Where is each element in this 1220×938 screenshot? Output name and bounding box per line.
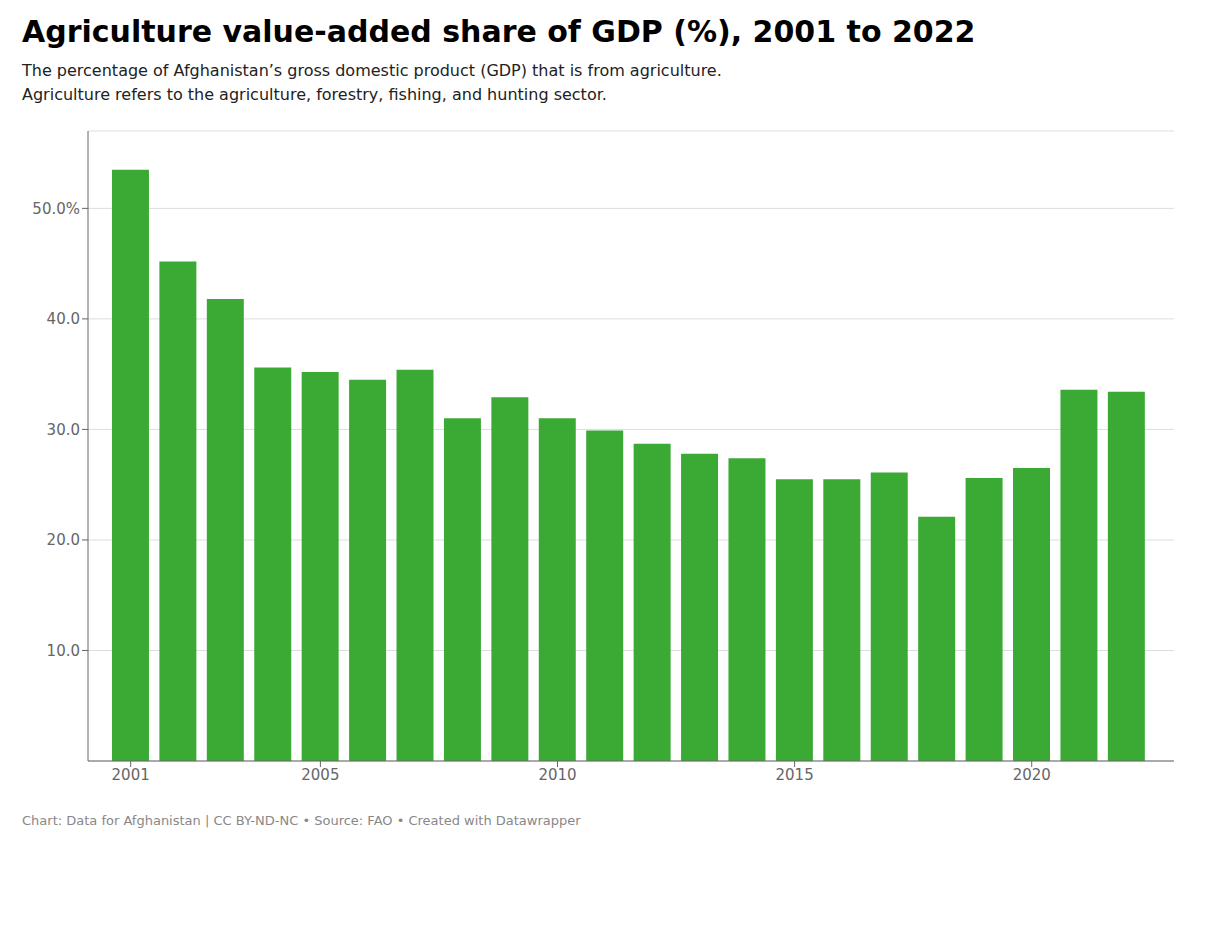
svg-text:10.0: 10.0 [47,642,80,660]
svg-text:50.0%: 50.0% [32,200,80,218]
svg-text:20.0: 20.0 [47,531,80,549]
html-text:Agriculture refers to the agri: Agriculture refers to the agriculture, f… [22,85,607,104]
svg-text:40.0: 40.0 [47,310,80,328]
svg-text:2010: 2010 [538,766,576,784]
svg-text:30.0: 30.0 [47,421,80,439]
svg-text:2005: 2005 [301,766,339,784]
svg-text:2001: 2001 [112,766,150,784]
html-text:The percentage of Afghanistan’: The percentage of Afghanistan’s gross do… [22,61,722,80]
html-text:Agriculture value-added share: Agriculture value-added share of GDP (%)… [22,14,976,49]
svg-text:2020: 2020 [1013,766,1051,784]
svg-text:2015: 2015 [776,766,814,784]
html-text:Chart: Data for Afghanistan |: Chart: Data for Afghanistan | CC BY-ND-N… [22,813,581,828]
